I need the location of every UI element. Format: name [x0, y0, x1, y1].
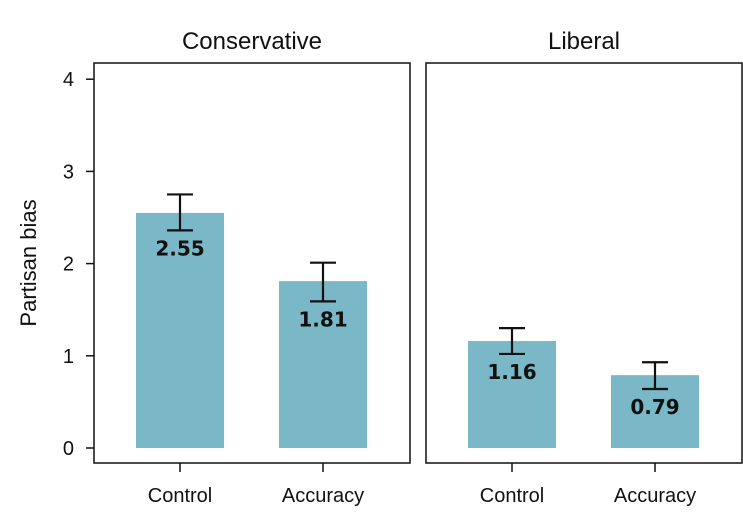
y-tick-label: 3 — [63, 161, 74, 183]
y-tick-label: 4 — [63, 69, 74, 91]
bar — [136, 212, 224, 448]
error-bar — [167, 193, 193, 232]
y-tick-label: 1 — [63, 346, 74, 368]
x-category-label: Accuracy — [282, 485, 364, 507]
x-category-label: Control — [148, 485, 212, 507]
bar-value-label: 0.79 — [630, 395, 679, 419]
y-tick-label: 0 — [63, 438, 74, 460]
error-bar — [642, 361, 668, 391]
panel-conservative: Conservative 2.55 Control 1.81 Accuracy — [93, 28, 411, 507]
x-category-label: Control — [480, 485, 544, 507]
chart-panels: Conservative2.55Control1.81AccuracyLiber… — [93, 28, 743, 507]
y-axis-ticks: 0 1 2 3 4 — [63, 69, 94, 460]
panel-liberal: Liberal 1.16 Control 0.79 Accuracy — [425, 28, 743, 507]
panel-title: Liberal — [548, 28, 620, 55]
y-axis-label: Partisan bias — [16, 199, 41, 326]
panel-frame — [93, 62, 411, 464]
panel-frame — [425, 62, 743, 464]
bar-value-label: 1.81 — [298, 307, 347, 331]
bar-value-label: 1.16 — [487, 360, 536, 384]
y-tick-label: 2 — [63, 254, 74, 276]
error-bar — [310, 261, 336, 303]
bar-value-label: 2.55 — [155, 236, 204, 260]
x-category-label: Accuracy — [614, 485, 696, 507]
bar — [468, 341, 556, 448]
error-bar — [499, 327, 525, 356]
panel-title: Conservative — [182, 28, 322, 55]
bar — [279, 281, 367, 448]
